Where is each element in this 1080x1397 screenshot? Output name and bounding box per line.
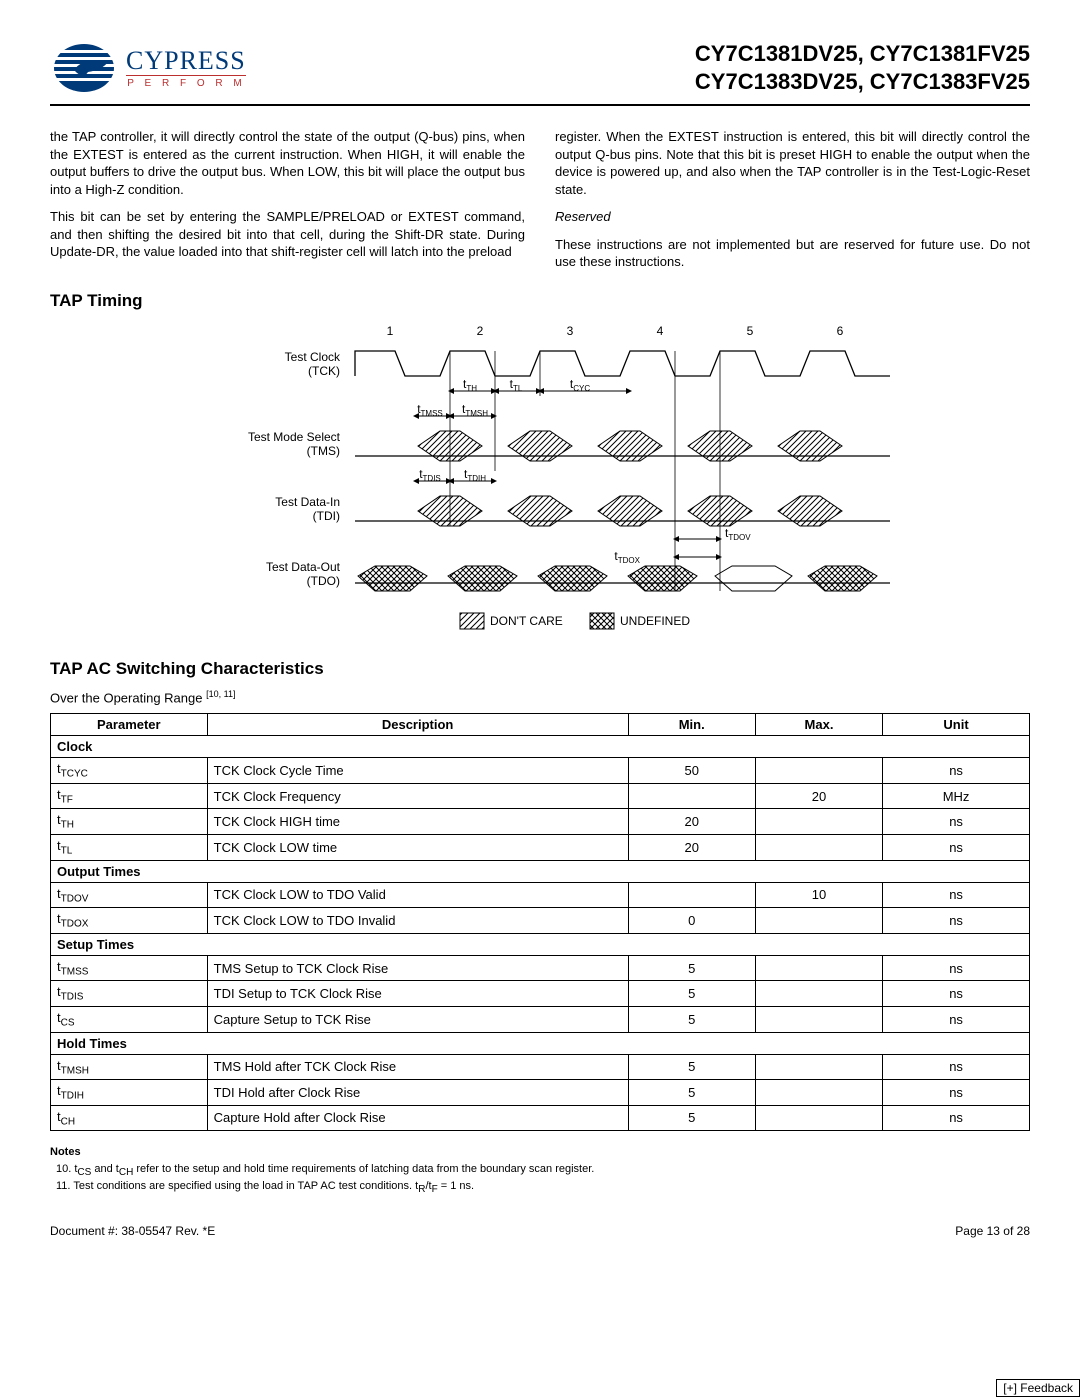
table-row: tTDOXTCK Clock LOW to TDO Invalid0ns [51, 908, 1030, 934]
table-row: tTLTCK Clock LOW time20ns [51, 834, 1030, 860]
table-row: tTDIHTDI Hold after Clock Rise5ns [51, 1080, 1030, 1106]
tdo-blobs [358, 566, 877, 591]
col-right: register. When the EXTEST instruction is… [555, 128, 1030, 281]
spec-subtitle: Over the Operating Range [10, 11] [50, 689, 1030, 705]
body-columns: the TAP controller, it will directly con… [50, 128, 1030, 281]
timing-legend: DON'T CARE UNDEFINED [460, 613, 690, 629]
svg-text:(TDI): (TDI) [313, 509, 340, 523]
table-row: tTDOVTCK Clock LOW to TDO Valid10ns [51, 882, 1030, 908]
body-right-p1: register. When the EXTEST instruction is… [555, 128, 1030, 198]
svg-text:5: 5 [747, 324, 754, 338]
logo-brand: CYPRESS [126, 48, 246, 76]
note-item: 10. tCS and tCH refer to the setup and h… [56, 1162, 1030, 1179]
part-line2: CY7C1383DV25, CY7C1383FV25 [695, 68, 1030, 96]
part-numbers: CY7C1381DV25, CY7C1381FV25 CY7C1383DV25,… [695, 40, 1030, 95]
header-rule [50, 104, 1030, 106]
feedback-button[interactable]: [+] Feedback [996, 1379, 1080, 1397]
svg-text:3: 3 [567, 324, 574, 338]
tck-wave [355, 351, 890, 376]
svg-text:tCYC: tCYC [570, 377, 590, 393]
th-parameter: Parameter [51, 714, 208, 736]
table-section-hold-times: Hold Times [51, 1032, 1030, 1054]
svg-text:1: 1 [387, 324, 394, 338]
th-max: Max. [755, 714, 882, 736]
part-line1: CY7C1381DV25, CY7C1381FV25 [695, 40, 1030, 68]
spec-subtitle-refs: [10, 11] [206, 689, 235, 699]
table-row: tTFTCK Clock Frequency20MHz [51, 783, 1030, 809]
th-description: Description [207, 714, 628, 736]
svg-text:tTMSH: tTMSH [462, 402, 488, 418]
table-section-output-times: Output Times [51, 860, 1030, 882]
table-row: tTMSHTMS Hold after TCK Clock Rise5ns [51, 1054, 1030, 1080]
table-section-clock: Clock [51, 736, 1030, 758]
th-min: Min. [628, 714, 755, 736]
table-row: tCHCapture Hold after Clock Rise5ns [51, 1105, 1030, 1131]
col-left: the TAP controller, it will directly con… [50, 128, 525, 281]
logo-tagline: P E R F O R M [126, 78, 246, 89]
body-left-p1: the TAP controller, it will directly con… [50, 128, 525, 198]
table-row: tTDISTDI Setup to TCK Clock Rise5ns [51, 981, 1030, 1007]
svg-text:tTDOX: tTDOX [614, 549, 640, 565]
svg-text:4: 4 [657, 324, 664, 338]
reserved-heading: Reserved [555, 208, 1030, 226]
svg-text:(TCK): (TCK) [308, 364, 340, 378]
svg-text:tTDOV: tTDOV [725, 526, 751, 542]
tdo-valid [715, 566, 792, 591]
table-row: tTCYCTCK Clock Cycle Time50ns [51, 758, 1030, 784]
svg-text:tTMSS: tTMSS [417, 402, 443, 418]
svg-text:tTDIS: tTDIS [419, 467, 441, 483]
svg-text:Test Clock: Test Clock [285, 350, 341, 364]
note-item: 11. Test conditions are specified using … [56, 1179, 1030, 1196]
th-unit: Unit [883, 714, 1030, 736]
table-row: tCSCapture Setup to TCK Rise5ns [51, 1006, 1030, 1032]
svg-text:Test Mode Select: Test Mode Select [248, 430, 341, 444]
table-section-setup-times: Setup Times [51, 933, 1030, 955]
svg-text:(TMS): (TMS) [307, 444, 340, 458]
svg-text:Test Data-Out: Test Data-Out [266, 560, 341, 574]
body-left-p2: This bit can be set by entering the SAMP… [50, 208, 525, 261]
table-row: tTMSSTMS Setup to TCK Clock Rise5ns [51, 955, 1030, 981]
page-header: CYPRESS P E R F O R M CY7C1381DV25, CY7C… [50, 40, 1030, 96]
cycle-numbers: 1 2 3 4 5 6 [387, 324, 844, 338]
svg-text:DON'T CARE: DON'T CARE [490, 614, 563, 628]
svg-text:tTDIH: tTDIH [464, 467, 486, 483]
svg-text:2: 2 [477, 324, 484, 338]
svg-text:Test Data-In: Test Data-In [275, 495, 340, 509]
table-header-row: Parameter Description Min. Max. Unit [51, 714, 1030, 736]
logo: CYPRESS P E R F O R M [50, 40, 246, 96]
spec-subtitle-text: Over the Operating Range [50, 690, 206, 705]
spec-title: TAP AC Switching Characteristics [50, 659, 1030, 679]
svg-text:6: 6 [837, 324, 844, 338]
tap-timing-title: TAP Timing [50, 291, 1030, 311]
reserved-body: These instructions are not implemented b… [555, 236, 1030, 271]
svg-text:tTL: tTL [510, 377, 523, 393]
cypress-globe-icon [50, 40, 120, 96]
footer-docnum: Document #: 38-05547 Rev. *E [50, 1224, 215, 1238]
page-footer: Document #: 38-05547 Rev. *E Page 13 of … [50, 1224, 1030, 1238]
footer-pagenum: Page 13 of 28 [955, 1224, 1030, 1238]
svg-text:UNDEFINED: UNDEFINED [620, 614, 690, 628]
notes: Notes 10. tCS and tCH refer to the setup… [50, 1145, 1030, 1196]
svg-text:(TDO): (TDO) [307, 574, 340, 588]
notes-heading: Notes [50, 1145, 1030, 1159]
table-row: tTHTCK Clock HIGH time20ns [51, 809, 1030, 835]
svg-text:tTH: tTH [463, 377, 477, 393]
timing-diagram: 1 2 3 4 5 6 Test Clock (TCK) Test Mode S… [50, 321, 1030, 641]
spec-table: Parameter Description Min. Max. Unit Clo… [50, 713, 1030, 1131]
